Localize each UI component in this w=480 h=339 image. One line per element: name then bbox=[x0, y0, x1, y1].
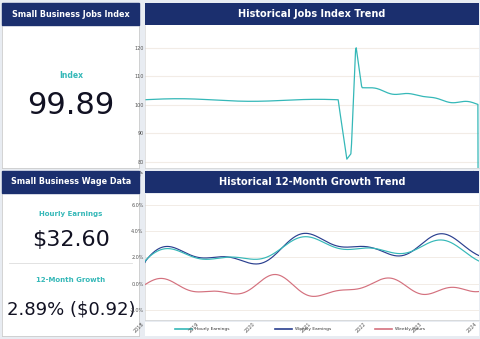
Text: Index: Index bbox=[59, 71, 83, 80]
Text: Small Business Jobs Index: Small Business Jobs Index bbox=[12, 9, 130, 19]
Text: Hourly Earnings: Hourly Earnings bbox=[39, 211, 103, 217]
Text: Historical Jobs Index Trend: Historical Jobs Index Trend bbox=[238, 9, 385, 19]
Text: 2.89% ($0.92): 2.89% ($0.92) bbox=[7, 300, 135, 318]
Text: Weekly Hours: Weekly Hours bbox=[395, 327, 425, 331]
Text: Historical 12-Month Growth Trend: Historical 12-Month Growth Trend bbox=[218, 177, 405, 187]
Text: Weekly Earnings: Weekly Earnings bbox=[295, 327, 331, 331]
Text: Small Business Wage Data: Small Business Wage Data bbox=[11, 177, 131, 186]
Text: $32.60: $32.60 bbox=[32, 230, 110, 250]
Bar bbox=[2, 171, 139, 193]
Text: 99.89: 99.89 bbox=[27, 91, 114, 120]
Text: 12-Month Growth: 12-Month Growth bbox=[36, 277, 106, 283]
Text: Hourly Earnings: Hourly Earnings bbox=[195, 327, 229, 331]
Bar bbox=[2, 3, 139, 25]
